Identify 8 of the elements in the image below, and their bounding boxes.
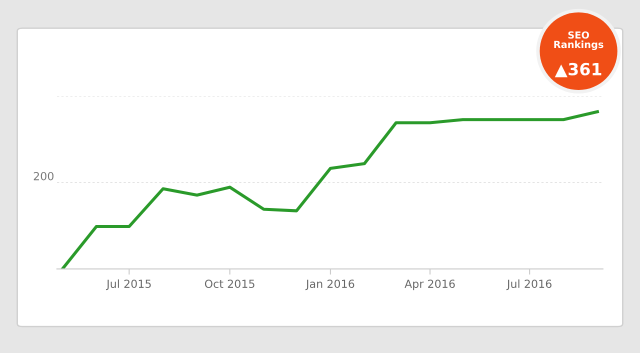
x-tick-label: Oct 2015: [204, 280, 254, 288]
x-tick-label: Jul 2015: [106, 279, 151, 290]
text: SEO Rankings: [554, 31, 604, 50]
x-tick-label: Apr 2016: [404, 280, 455, 290]
x-tick-label: Jan 2016: [305, 280, 354, 290]
text: 200: [34, 172, 54, 180]
text: ▲361: [554, 62, 602, 78]
x-tick-label: Jul 2016: [506, 279, 552, 290]
